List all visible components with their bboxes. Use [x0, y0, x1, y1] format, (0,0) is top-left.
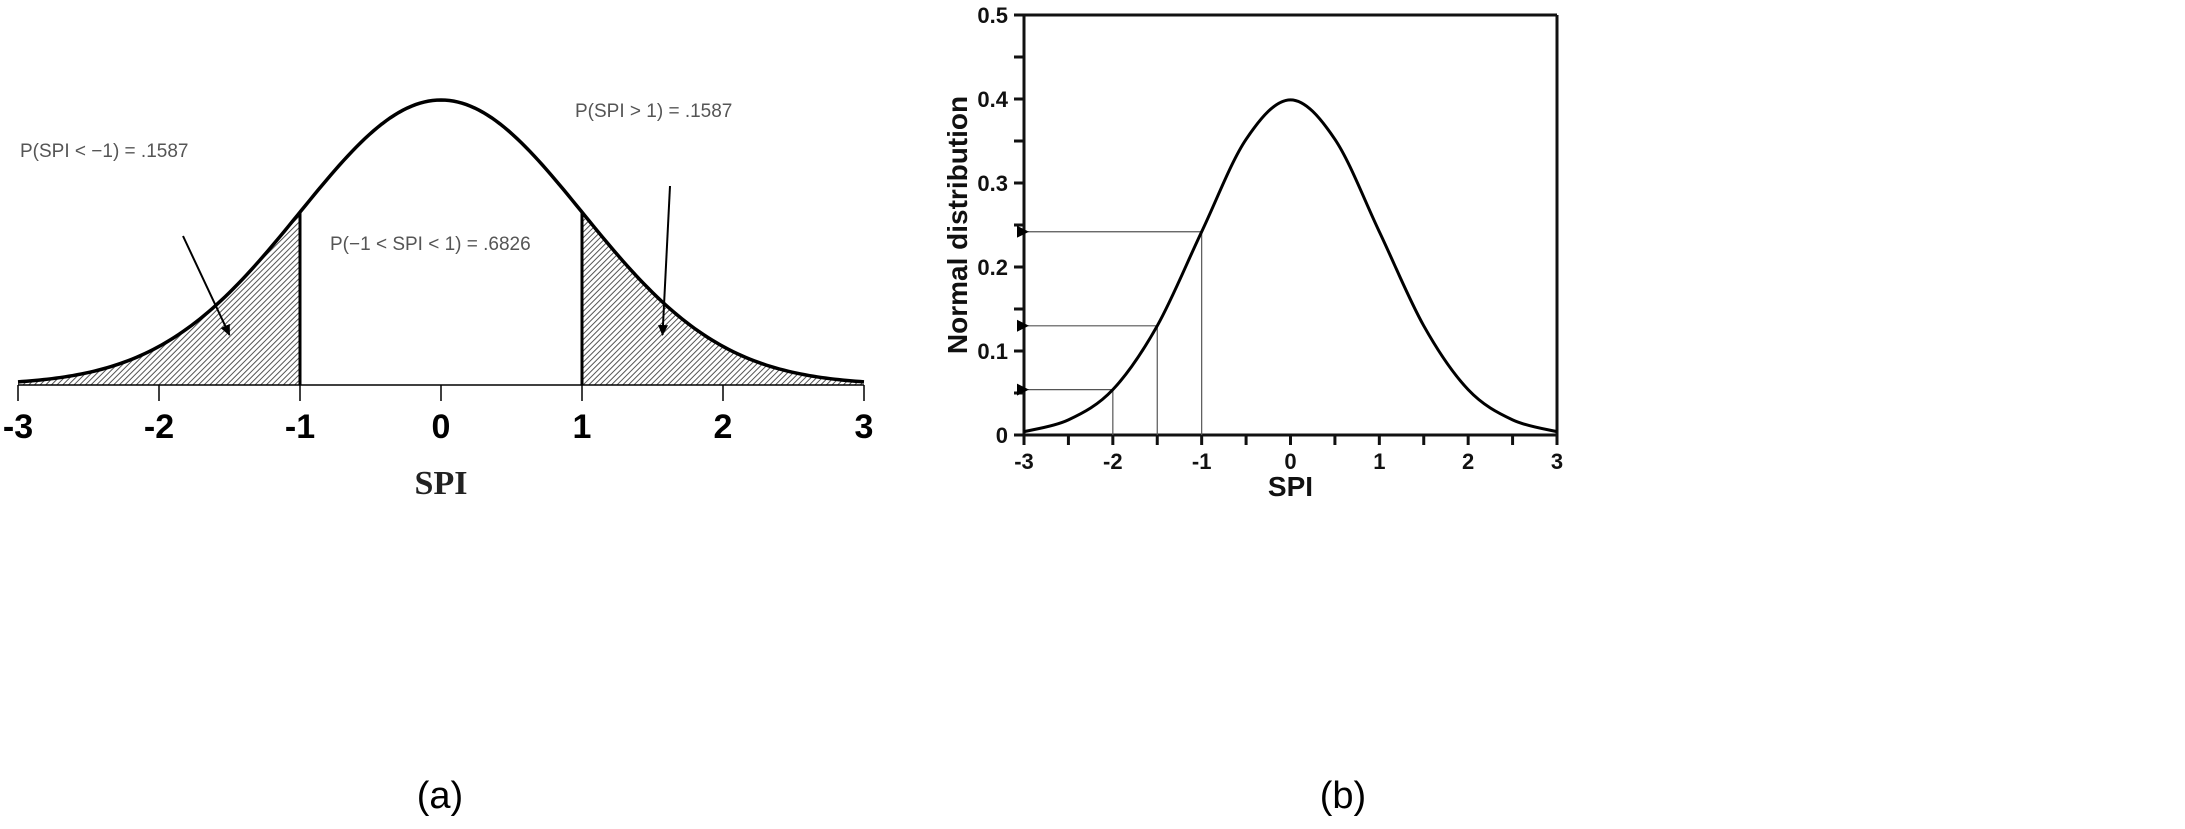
x-tick-label: -1	[1192, 449, 1212, 474]
panel-label-a: (a)	[417, 775, 463, 817]
y-tick-label: 0.1	[977, 339, 1008, 364]
x-tick-label: 0	[432, 408, 451, 446]
normal-curve	[1023, 98, 1558, 434]
x-axis-label: SPI	[415, 465, 468, 502]
panel-label-b: (b)	[1320, 775, 1366, 817]
y-tick-label: 0.2	[977, 255, 1008, 280]
x-tick-label: 0	[1284, 449, 1296, 474]
x-tick-label: -2	[1103, 449, 1123, 474]
shaded-tail-region-1	[582, 212, 864, 385]
x-tick-label: -3	[3, 408, 33, 446]
x-tick-label: 3	[1551, 449, 1563, 474]
annotation-center: P(−1 < SPI < 1) = .6826	[330, 234, 531, 255]
x-tick-label: -2	[144, 408, 174, 446]
normal-curve	[17, 98, 865, 384]
arrow-right-tail	[658, 185, 671, 336]
x-tick-label: -3	[1014, 449, 1034, 474]
y-tick-label: 0.4	[977, 87, 1008, 112]
y-axis-label: Normal distribution	[942, 96, 973, 354]
annotation-right-tail: P(SPI > 1) = .1587	[575, 101, 732, 122]
shaded-tail-region-0	[18, 212, 300, 385]
x-tick-label: 1	[1373, 449, 1385, 474]
x-tick-label: 3	[855, 408, 874, 446]
chart-a: -3 -2 -1 0 1 2 3 SPI P(SPI < −1) = .1587 P(SPI > …	[3, 98, 874, 817]
arrow-left-tail	[182, 235, 231, 336]
x-axis-label: SPI	[1268, 471, 1313, 502]
annotation-left-tail: P(SPI < −1) = .1587	[20, 141, 188, 162]
x-tick-label: -1	[285, 408, 315, 446]
y-tick-label: 0.3	[977, 171, 1008, 196]
x-tick-label: 2	[714, 408, 733, 446]
chart-b: 0 0.1 0.2 0.3 0.4 0.5 -3 -2 -1 0 1 2 3 SPI Normal dist…	[942, 3, 1563, 817]
x-tick-label: 1	[573, 408, 592, 446]
y-tick-label: 0.5	[977, 3, 1008, 28]
y-tick-label: 0	[996, 423, 1008, 448]
x-tick-label: 2	[1462, 449, 1474, 474]
